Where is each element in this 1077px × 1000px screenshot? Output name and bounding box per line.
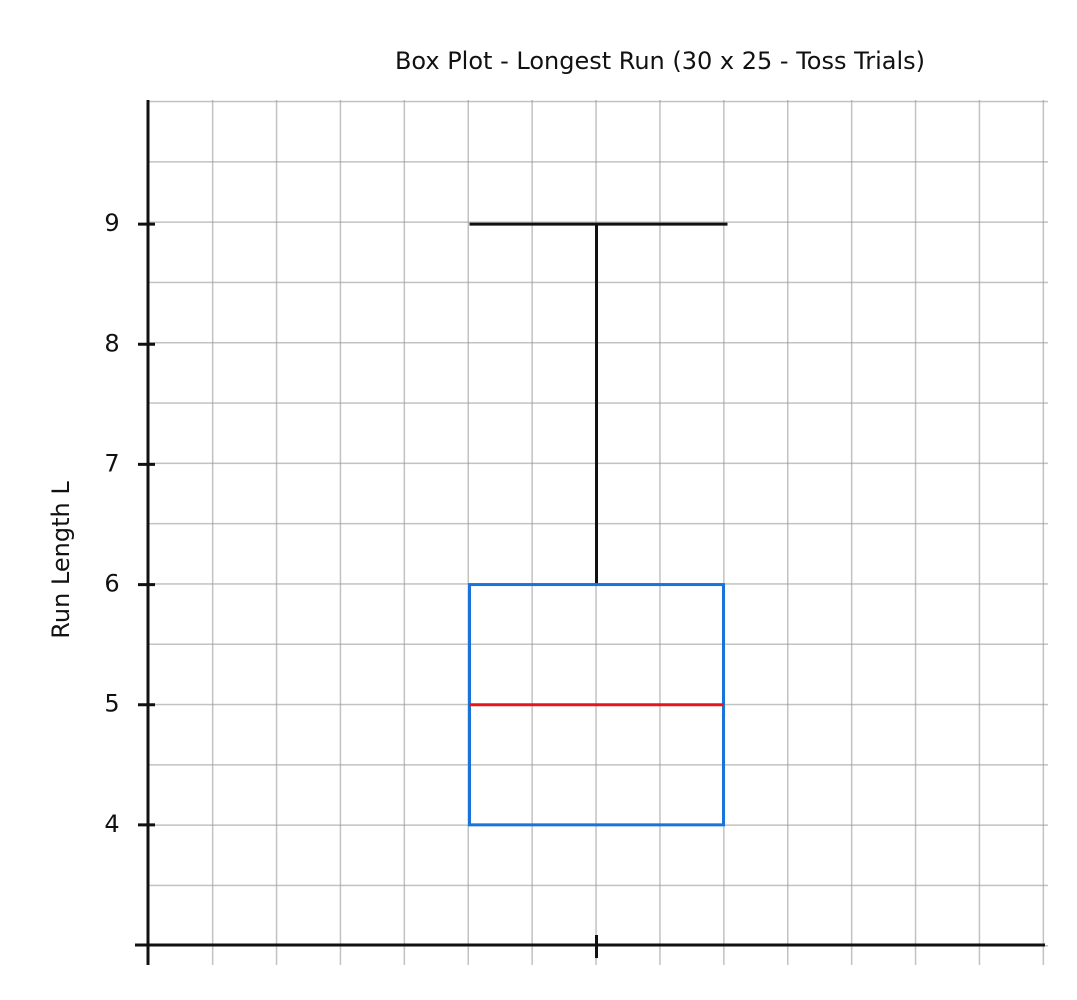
y-axis-label: Run Length L [47, 481, 75, 639]
y-tick-label: 5 [104, 690, 119, 718]
y-tick-label: 6 [104, 570, 119, 598]
y-tick-label: 8 [104, 329, 119, 357]
y-tick-label: 7 [104, 449, 119, 477]
chart-title: Box Plot - Longest Run (30 x 25 - Toss T… [395, 47, 925, 75]
y-tick-label: 4 [104, 810, 119, 838]
y-tick-label: 9 [104, 209, 119, 237]
